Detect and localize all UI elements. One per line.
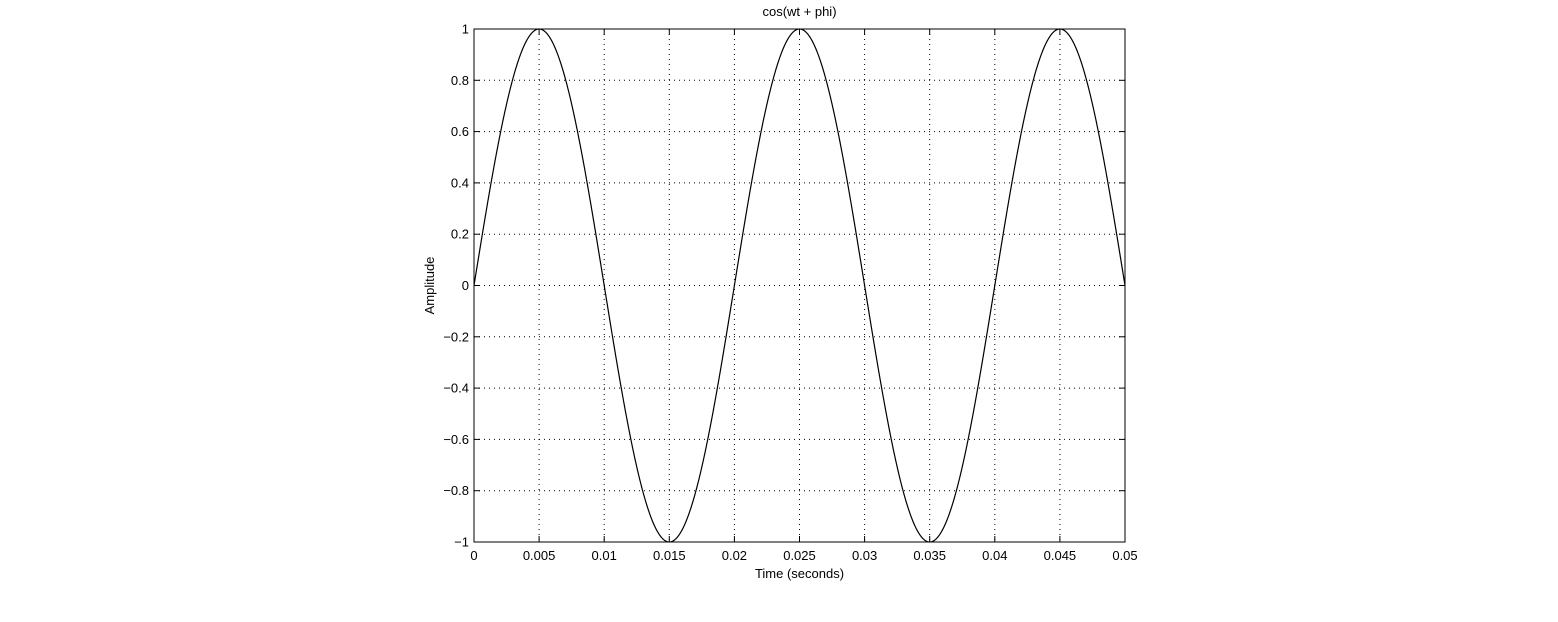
y-tick-label: 0.8 — [451, 73, 469, 88]
x-tick-label: 0.045 — [1044, 548, 1077, 563]
x-tick-label: 0.03 — [852, 548, 877, 563]
x-tick-label: 0.01 — [592, 548, 617, 563]
y-axis-label: Amplitude — [422, 257, 437, 315]
x-tick-label: 0.005 — [523, 548, 556, 563]
y-tick-label: 0 — [462, 278, 469, 293]
y-tick-label: −0.6 — [443, 432, 469, 447]
y-tick-label: 0.2 — [451, 227, 469, 242]
y-tick-label: −0.4 — [443, 381, 469, 396]
x-tick-label: 0.04 — [982, 548, 1007, 563]
axis-ticks: 0 0.005 0.01 0.015 0.02 0.025 0.03 0.035 0.04 0.0… — [443, 22, 1137, 564]
y-tick-label: −0.8 — [443, 483, 469, 498]
x-tick-label: 0.05 — [1112, 548, 1137, 563]
x-tick-label: 0.025 — [783, 548, 816, 563]
chart-title: cos(wt + phi) — [762, 4, 836, 19]
y-tick-label: 1 — [462, 22, 469, 37]
grid — [474, 29, 1125, 542]
x-tick-label: 0.02 — [722, 548, 747, 563]
x-tick-label: 0.015 — [653, 548, 686, 563]
y-tick-label: −1 — [454, 535, 469, 550]
y-tick-label: 0.6 — [451, 124, 469, 139]
y-tick-label: −0.2 — [443, 329, 469, 344]
x-tick-label: 0.035 — [913, 548, 946, 563]
x-axis-label: Time (seconds) — [755, 566, 844, 581]
y-tick-label: 0.4 — [451, 175, 469, 190]
x-tick-label: 0 — [470, 548, 477, 563]
